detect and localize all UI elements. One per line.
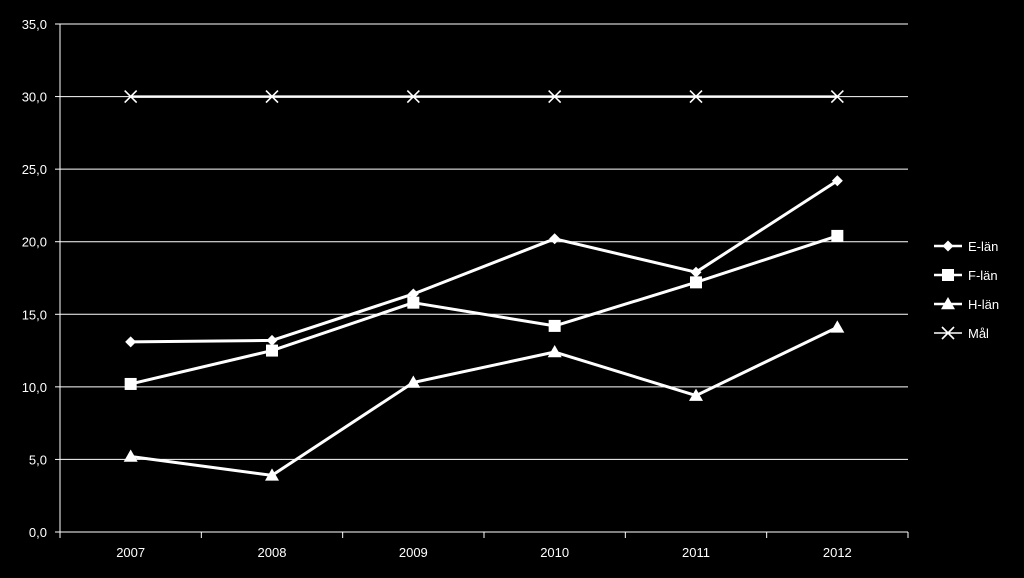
legend-item: H-län (934, 297, 999, 312)
y-tick-label: 30,0 (22, 90, 47, 105)
y-tick-label: 15,0 (22, 307, 47, 322)
data-point-marker (830, 90, 844, 104)
legend-marker (942, 269, 954, 281)
data-point-marker (123, 449, 138, 462)
x-tick-label: 2009 (399, 545, 428, 560)
data-point-marker (548, 90, 562, 104)
legend-item: F-län (934, 268, 998, 283)
data-point-marker (406, 375, 421, 388)
data-point-marker (549, 233, 561, 245)
data-point-marker (124, 377, 137, 390)
data-point-marker (265, 468, 279, 481)
y-tick-label: 35,0 (22, 17, 47, 32)
legend-item: Mål (934, 326, 989, 341)
data-point-marker (125, 336, 137, 348)
data-point-marker (831, 229, 844, 242)
series-line (130, 325, 838, 477)
data-point-marker (124, 90, 138, 104)
data-point-marker (265, 90, 279, 104)
data-point-marker (547, 345, 562, 358)
x-tick-label: 2007 (116, 545, 145, 560)
legend-label: Mål (968, 326, 989, 341)
data-point-marker (266, 334, 278, 346)
y-tick-label: 0,0 (29, 525, 47, 540)
series-4 (124, 90, 844, 104)
data-point-marker (830, 320, 845, 333)
data-point-marker (690, 266, 702, 278)
y-tick-label: 20,0 (22, 235, 47, 250)
legend-label: F-län (968, 268, 998, 283)
data-point-marker (689, 388, 703, 401)
data-point-marker (831, 175, 843, 187)
x-tick-label: 2012 (823, 545, 852, 560)
x-tick-label: 2011 (682, 545, 710, 560)
data-point-marker (407, 296, 420, 309)
series-group (123, 90, 845, 481)
legend-marker (941, 297, 955, 310)
legend-marker (942, 240, 954, 252)
data-point-marker (689, 90, 703, 104)
y-tick-label: 5,0 (29, 452, 47, 467)
legend-marker (941, 326, 955, 340)
legend-label: H-län (968, 297, 999, 312)
series-2 (124, 229, 844, 390)
x-tick-label: 2008 (258, 545, 287, 560)
x-tick-label: 2010 (540, 545, 569, 560)
axes: 0,0 5,0 10,0 15,0 20,0 25,0 30,0 35,0 2007 2008 20… (22, 17, 909, 560)
legend-label: E-län (968, 239, 998, 254)
series-3 (123, 320, 845, 481)
y-tick-label: 10,0 (22, 380, 47, 395)
data-point-marker (690, 276, 702, 289)
series-line (130, 234, 838, 386)
data-point-marker (266, 344, 278, 357)
legend-item: E-län (934, 239, 998, 254)
series-line (130, 179, 839, 344)
data-point-marker (406, 90, 420, 104)
data-point-marker (548, 319, 561, 332)
legend: E-län F-län H-län Mål (934, 239, 999, 341)
y-tick-label: 25,0 (22, 162, 47, 177)
